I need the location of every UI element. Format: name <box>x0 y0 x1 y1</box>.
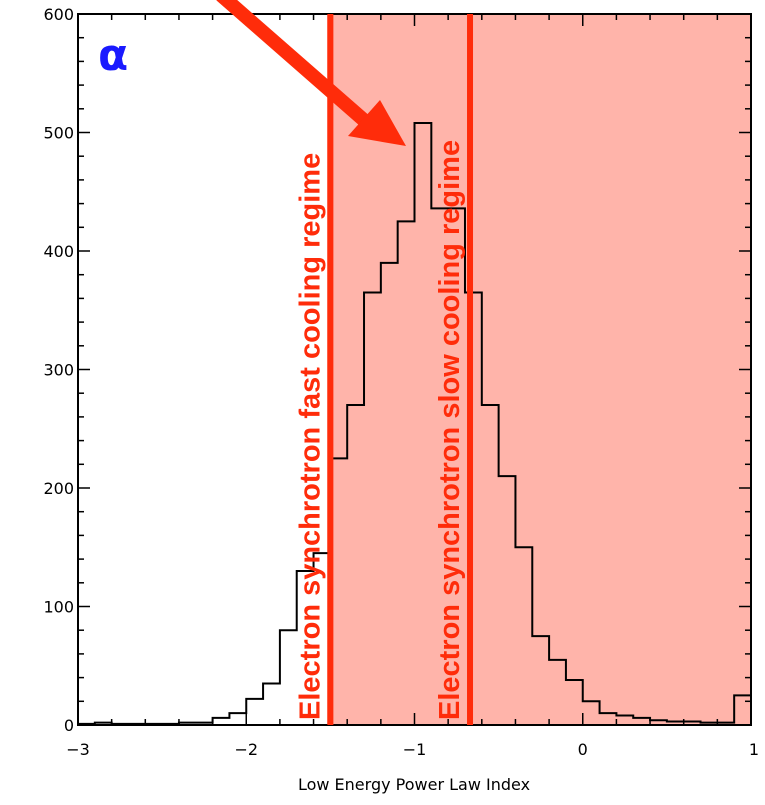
y-tick-label: 600 <box>43 5 74 24</box>
y-tick-label: 0 <box>64 716 74 735</box>
y-tick-label: 100 <box>43 598 74 617</box>
x-axis-tick-labels: −3 −2 −1 0 1 <box>66 740 759 759</box>
x-tick-label: 1 <box>749 740 759 759</box>
panel-label-alpha: α <box>98 30 128 81</box>
x-tick-label: −1 <box>403 740 427 759</box>
pointer-arrow <box>216 0 406 146</box>
y-tick-label: 500 <box>43 124 74 143</box>
y-tick-label: 200 <box>43 479 74 498</box>
x-tick-label: −3 <box>66 740 90 759</box>
y-axis-tick-labels: 0 100 200 300 400 500 600 <box>43 5 74 735</box>
x-tick-label: 0 <box>578 740 588 759</box>
plot-frame <box>77 13 752 726</box>
histogram-outline <box>78 122 752 725</box>
fast-cooling-regime-label: Electron synchrotron fast cooling regime <box>294 153 326 720</box>
x-tick-label: −2 <box>234 740 258 759</box>
x-axis-label: Low Energy Power Law Index <box>298 775 530 794</box>
slow-cooling-regime-label: Electron synchrotron slow cooling regime <box>434 140 466 720</box>
y-tick-label: 300 <box>43 361 74 380</box>
y-tick-label: 400 <box>43 242 74 261</box>
